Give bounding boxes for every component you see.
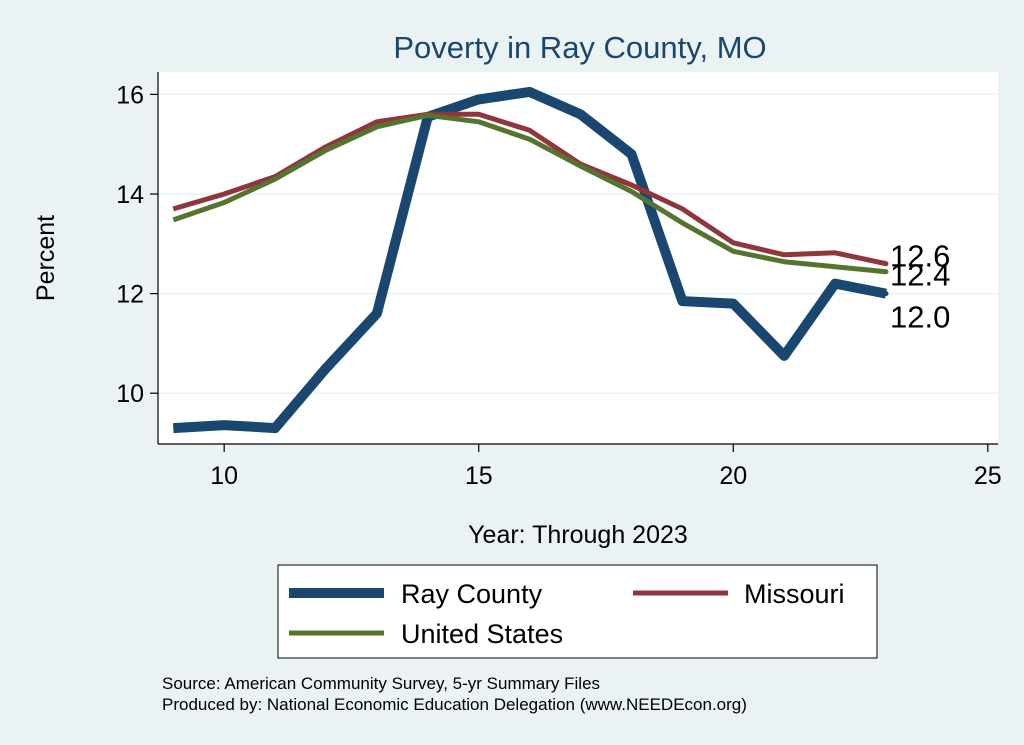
legend-label-ray-county: Ray County — [401, 579, 543, 609]
y-tick-label-12: 12 — [116, 281, 144, 309]
series-line-united-states — [172, 112, 887, 275]
series-end-point-missouri — [883, 261, 889, 267]
end-label-ray-county: 12.0 — [890, 300, 950, 335]
x-tick-label-10: 10 — [210, 462, 238, 490]
plot-area — [158, 72, 998, 444]
series-end-point-ray-county — [883, 291, 889, 297]
legend-box — [277, 564, 878, 659]
x-tick-label-20: 20 — [719, 462, 747, 490]
series-end-point-united-states — [883, 269, 889, 275]
y-tick-label-10: 10 — [116, 380, 144, 408]
y-tick-label-16: 16 — [116, 81, 144, 109]
series-line-ray-county — [173, 86, 887, 434]
legend-label-united-states: United States — [401, 619, 563, 649]
chart-title: Poverty in Ray County, MO — [393, 30, 766, 65]
x-tick-label-25: 25 — [974, 462, 1002, 490]
gridlines — [158, 93, 998, 394]
x-axis-label: Year: Through 2023 — [468, 521, 688, 549]
source-note: Source: American Community Survey, 5-yr … — [162, 674, 600, 693]
end-label-united-states: 12.4 — [890, 258, 950, 293]
end-labels: 12.0 12.612.4 — [890, 239, 950, 335]
end-label-missouri: 12.6 — [890, 239, 950, 274]
x-tick-label-15: 15 — [465, 462, 493, 490]
series-lines — [172, 86, 889, 434]
legend-label-missouri: Missouri — [744, 579, 845, 609]
y-axis-label: Percent — [32, 215, 60, 301]
producer-note: Produced by: National Economic Education… — [162, 695, 747, 714]
x-axis-ticks: 10 15 20 25 — [210, 444, 1002, 490]
y-axis-ticks: 10 12 14 16 — [116, 81, 158, 408]
legend: Ray County Missouri United States — [277, 564, 878, 659]
y-tick-label-14: 14 — [116, 181, 144, 209]
